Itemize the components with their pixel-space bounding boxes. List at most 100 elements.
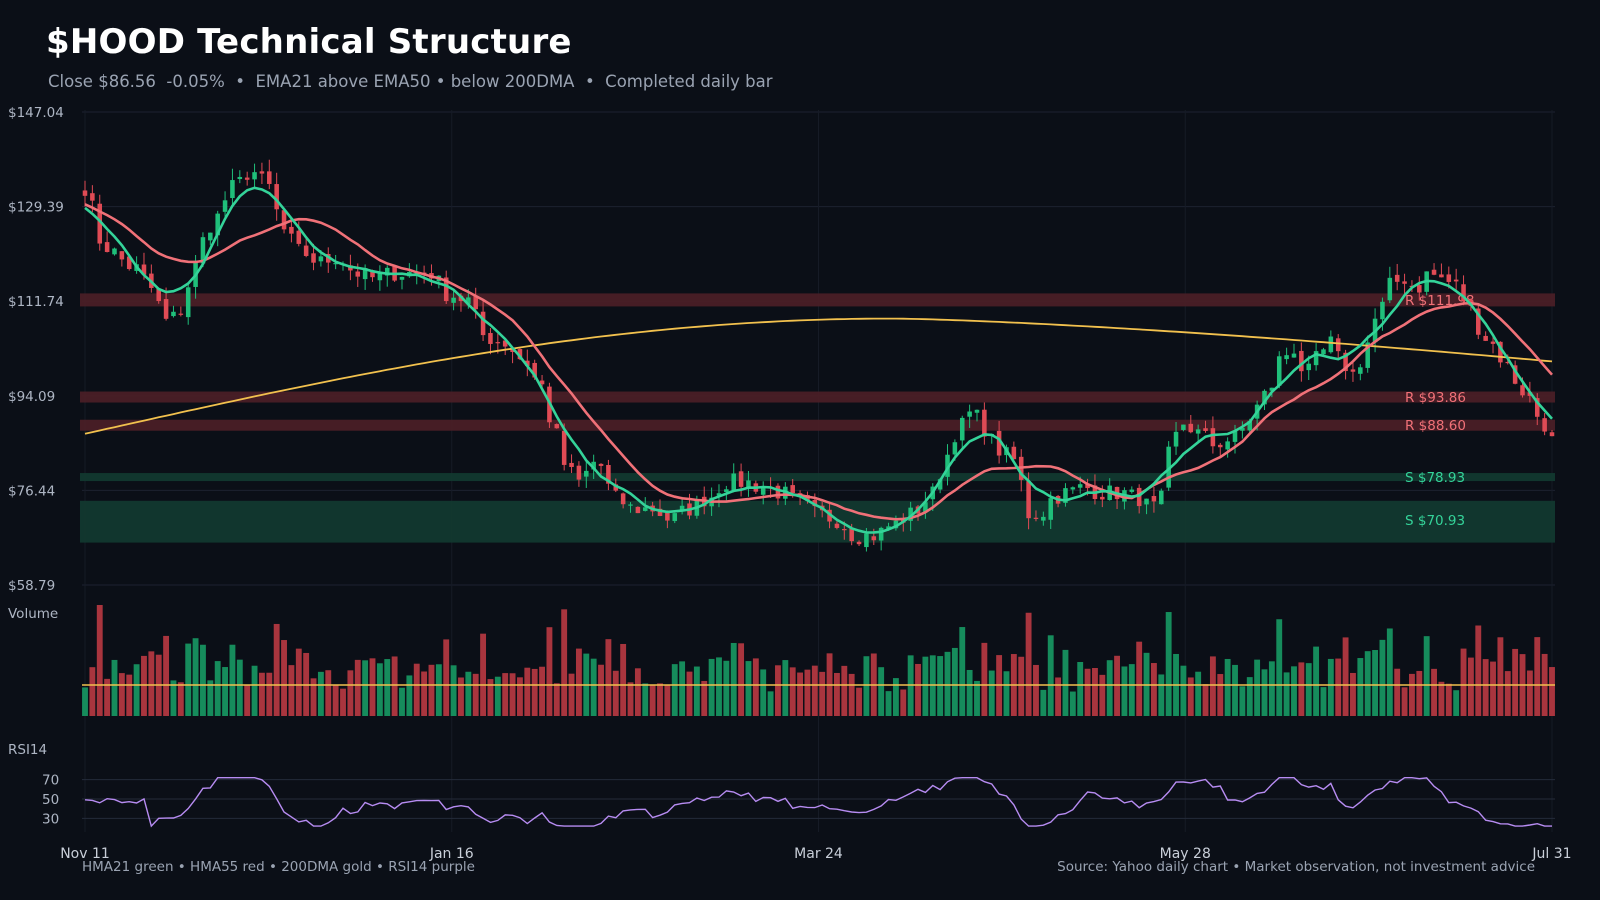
candle-body	[1490, 341, 1496, 344]
source-note: Source: Yahoo daily chart • Market obser…	[1057, 859, 1535, 875]
volume-bar	[1261, 669, 1268, 716]
price-tick-label: $94.09	[8, 389, 55, 405]
volume-bar	[236, 659, 243, 716]
rsi-panel: 70 50 30	[42, 773, 1555, 828]
resistance-level-label: R $88.60	[1405, 418, 1466, 434]
volume-bar	[517, 677, 523, 716]
candle-body	[539, 380, 545, 385]
candle-body	[1358, 367, 1363, 374]
candle-body	[252, 172, 257, 180]
rsi-line	[84, 777, 1552, 828]
volume-bar	[546, 627, 553, 716]
volume-bar	[1394, 668, 1401, 716]
volume-bar	[1438, 681, 1445, 716]
volume-bar	[1526, 670, 1533, 716]
volume-bar	[1224, 658, 1231, 716]
candle-body	[208, 232, 213, 241]
candle-body	[620, 493, 626, 505]
volume-bar	[1305, 663, 1312, 716]
candle-body	[591, 461, 596, 470]
candle-body	[1313, 351, 1319, 366]
candle-body	[1512, 365, 1518, 384]
volume-bar	[472, 673, 479, 716]
candle-body	[842, 529, 847, 531]
candle-body	[1446, 274, 1452, 282]
volume-bar	[96, 605, 103, 716]
candle-body	[222, 200, 228, 212]
resistance-level-label: R $93.86	[1405, 390, 1466, 406]
candle-body	[1041, 516, 1046, 521]
candle-body	[1350, 369, 1356, 372]
volume-bar	[752, 658, 759, 716]
volume-bar	[1040, 689, 1047, 716]
volume-bar	[553, 683, 560, 716]
volume-bar	[745, 661, 752, 716]
volume-bar	[1364, 651, 1371, 716]
volume-bar	[443, 639, 450, 716]
volume-bar	[620, 643, 627, 716]
volume-bar	[244, 684, 251, 716]
volume-bar	[1246, 677, 1253, 716]
volume-bar	[1423, 636, 1430, 716]
indicator-lines	[84, 186, 1553, 534]
volume-bar	[575, 648, 582, 716]
candle-body	[1136, 487, 1142, 507]
volume-bar	[1327, 658, 1334, 716]
candle-body	[495, 342, 501, 344]
candle-body	[1453, 279, 1459, 282]
volume-bar	[163, 635, 170, 716]
volume-bar	[369, 658, 376, 716]
volume-bar	[782, 660, 789, 716]
candle-body	[126, 256, 132, 270]
candle-body	[384, 267, 390, 276]
candle-body	[834, 523, 840, 528]
candle-body	[996, 430, 1002, 456]
candle-body	[510, 348, 515, 352]
volume-bar	[804, 669, 811, 716]
candle-body	[362, 268, 368, 280]
candle-body	[1542, 418, 1547, 432]
volume-bar	[1268, 661, 1275, 716]
volume-bar	[229, 644, 236, 716]
candle-body	[724, 489, 729, 492]
candle-body	[1173, 431, 1179, 447]
support-level-label: S $70.93	[1405, 513, 1465, 529]
candle-body	[1225, 441, 1230, 450]
volume-bar	[458, 677, 464, 716]
candle-body	[1195, 429, 1201, 434]
candle-body	[1151, 496, 1157, 502]
volume-bar	[856, 687, 862, 716]
candle-body	[657, 508, 663, 516]
volume-bar	[266, 672, 273, 716]
volume-bar	[509, 673, 516, 716]
chart-subtitle: Close $86.56 -0.05% • EMA21 above EMA50 …	[48, 72, 773, 91]
volume-bar	[1401, 687, 1408, 716]
candle-body	[1284, 355, 1289, 360]
candle-body	[1439, 274, 1444, 278]
volume-bar	[693, 666, 700, 716]
candle-body	[517, 349, 523, 360]
candle-body	[1483, 335, 1488, 341]
volume-bar	[1150, 663, 1157, 716]
volume-bar	[716, 657, 722, 716]
candle-body	[200, 237, 206, 264]
candle-body	[1159, 490, 1164, 505]
chart-title: $HOOD Technical Structure	[46, 22, 572, 62]
candle-body	[923, 502, 928, 512]
hma55-line	[84, 203, 1553, 521]
volume-bar	[502, 673, 509, 716]
volume-bar	[915, 663, 921, 716]
candle-body	[856, 541, 862, 545]
candle-body	[274, 184, 279, 210]
time-tick-label: Jan 16	[429, 846, 474, 862]
volume-bar	[399, 687, 405, 716]
volume-bar	[642, 683, 649, 716]
level-bands: R $111.98R $93.86R $88.60S $78.93S $70.9…	[80, 293, 1555, 543]
volume-bar	[863, 656, 870, 716]
volume-bar	[177, 682, 184, 716]
volume-bar	[1232, 664, 1238, 716]
candle-body	[185, 287, 191, 318]
candle-body	[1033, 517, 1039, 519]
candle-body	[967, 411, 972, 417]
candle-body	[849, 528, 854, 542]
